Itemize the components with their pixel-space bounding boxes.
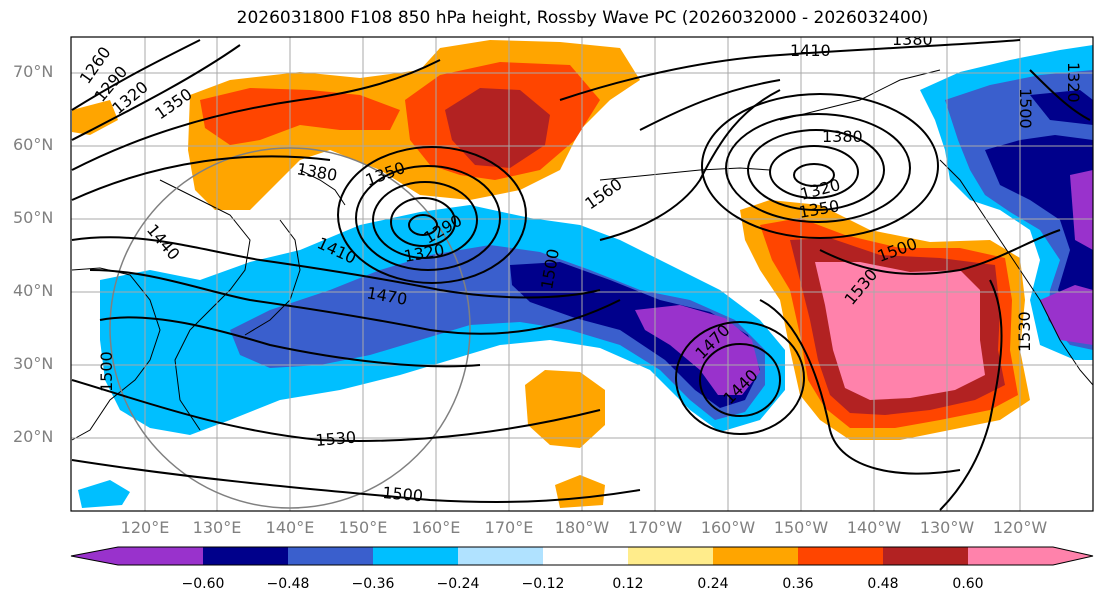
colorbar-low-extend bbox=[71, 547, 118, 565]
colorbar-segment bbox=[203, 547, 288, 565]
colorbar-tick-label: 0.24 bbox=[697, 576, 729, 592]
colorbar-tick-label: −0.36 bbox=[351, 576, 395, 592]
colorbar-segment bbox=[968, 547, 1053, 565]
lon-label-160e: 160°E bbox=[411, 518, 461, 537]
lon-label-170e: 170°E bbox=[484, 518, 534, 537]
lat-label-50n: 50°N bbox=[13, 208, 54, 227]
graticule bbox=[71, 37, 1093, 511]
colorbar-segment bbox=[713, 547, 798, 565]
lon-label-140e: 140°E bbox=[265, 518, 315, 537]
lat-label-60n: 60°N bbox=[13, 135, 54, 154]
colorbar-tick-label: 0.12 bbox=[612, 576, 644, 592]
contour-label: 1380 bbox=[892, 30, 933, 49]
contour-label: 1530 bbox=[1015, 311, 1034, 352]
colorbar-outline bbox=[70, 546, 1094, 566]
contour-label: 1320 bbox=[1064, 62, 1083, 103]
colorbar-tick-label: −0.60 bbox=[181, 576, 225, 592]
colorbar-segment bbox=[118, 547, 203, 565]
colorbar-segment bbox=[373, 547, 458, 565]
lon-label-180w: 180°W bbox=[554, 518, 610, 537]
lon-label-120e: 120°E bbox=[120, 518, 170, 537]
contour-label: 1410 bbox=[790, 41, 831, 60]
colorbar-segment bbox=[543, 547, 628, 565]
colorbar-segment bbox=[628, 547, 713, 565]
colorbar-tick-label: −0.48 bbox=[266, 576, 310, 592]
lon-label-150w: 150°W bbox=[773, 518, 829, 537]
colorbar-segment bbox=[798, 547, 883, 565]
lat-label-30n: 30°N bbox=[13, 354, 54, 373]
height-contours bbox=[71, 39, 1091, 511]
lon-label-140w: 140°W bbox=[846, 518, 902, 537]
contour-label: 1500 bbox=[97, 351, 116, 392]
contour-label: 1380 bbox=[822, 127, 863, 146]
map-title: 2026031800 F108 850 hPa height, Rossby W… bbox=[236, 8, 929, 28]
lon-label-170w: 170°W bbox=[627, 518, 683, 537]
contour-label: 1500 bbox=[1016, 88, 1035, 129]
colorbar-tick-label: −0.12 bbox=[521, 576, 565, 592]
lat-label-20n: 20°N bbox=[13, 427, 54, 446]
colorbar-high-extend bbox=[1053, 547, 1093, 565]
map-frame bbox=[70, 36, 1094, 512]
lon-label-160w: 160°W bbox=[700, 518, 756, 537]
colorbar-segment bbox=[288, 547, 373, 565]
contour-label: 1500 bbox=[382, 483, 424, 505]
lat-label-40n: 40°N bbox=[13, 281, 54, 300]
colorbar bbox=[70, 546, 1094, 566]
lon-label-130w: 130°W bbox=[919, 518, 975, 537]
colorbar-tick-label: 0.36 bbox=[782, 576, 814, 592]
colorbar-tick-label: 0.60 bbox=[952, 576, 984, 592]
lat-label-70n: 70°N bbox=[13, 62, 54, 81]
lon-label-130e: 130°E bbox=[192, 518, 242, 537]
lon-label-150e: 150°E bbox=[338, 518, 388, 537]
colorbar-segment bbox=[883, 547, 968, 565]
radius-circle bbox=[109, 147, 471, 509]
contour-label: 1530 bbox=[315, 428, 357, 450]
colorbar-segment bbox=[458, 547, 543, 565]
colorbar-tick-label: 0.48 bbox=[867, 576, 899, 592]
colorbar-tick-label: −0.24 bbox=[436, 576, 480, 592]
lon-label-120w: 120°W bbox=[992, 518, 1048, 537]
